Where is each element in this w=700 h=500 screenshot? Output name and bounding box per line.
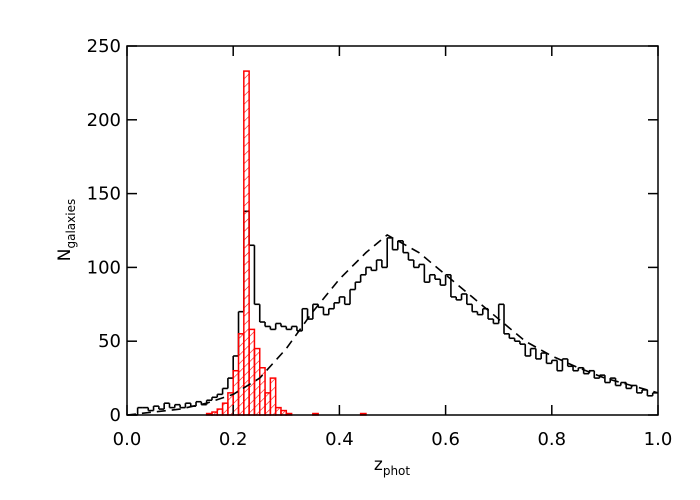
hist-bar (248, 328, 256, 416)
x-label-main: z (374, 455, 383, 475)
y-label-sub: galaxies (64, 199, 78, 249)
hist-bar (264, 392, 272, 416)
x-axis-label: zphot (374, 455, 411, 478)
y-tick-label: 100 (87, 257, 121, 278)
plot-area: 0.0 0.2 0.4 0.6 0.8 1.0 0 50 100 150 200 250 (87, 36, 673, 450)
y-tick-label: 0 (110, 405, 121, 426)
hist-bar (243, 70, 250, 416)
x-label-sub: phot (383, 464, 411, 478)
hist-bar (253, 347, 261, 416)
hist-bar (221, 402, 229, 416)
x-tick-label: 0.4 (325, 429, 354, 450)
y-tick-label: 250 (87, 36, 121, 57)
x-tick-label: 0.2 (219, 429, 248, 450)
hist-bar (227, 392, 234, 416)
y-tick-label: 50 (98, 331, 121, 352)
hist-bar (216, 408, 224, 416)
y-tick-label: 200 (87, 110, 121, 131)
hist-bar (237, 333, 245, 416)
x-tick-label: 0.0 (113, 429, 142, 450)
x-tick-label: 1.0 (644, 429, 673, 450)
x-tick-label: 0.8 (537, 429, 566, 450)
y-label-main: N (55, 249, 75, 262)
y-tick-label: 150 (87, 184, 121, 205)
plot-frame (126, 45, 659, 416)
x-tick-label: 0.6 (431, 429, 460, 450)
hist-bar (269, 377, 277, 416)
y-axis-label: Ngalaxies (55, 199, 78, 261)
hist-bar (274, 406, 282, 416)
model-curve (126, 233, 659, 416)
